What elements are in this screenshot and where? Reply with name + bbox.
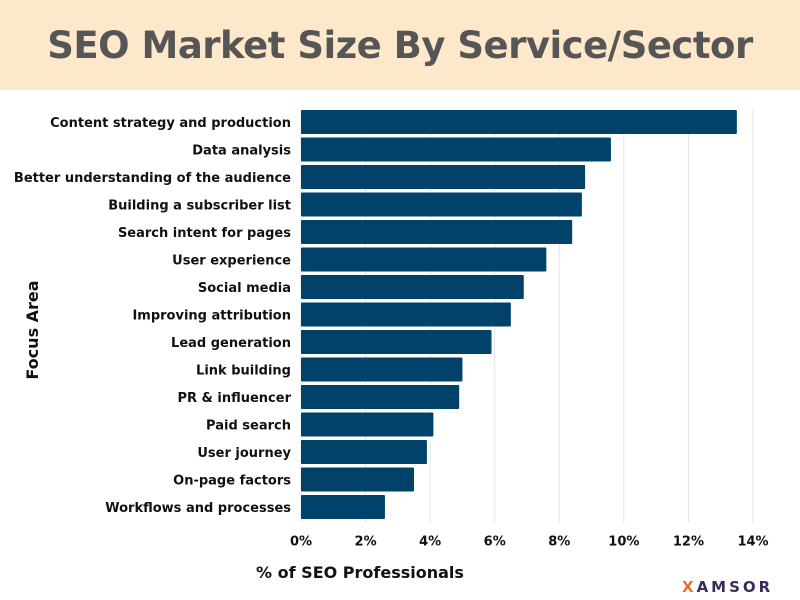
bar xyxy=(301,330,492,354)
bar xyxy=(301,357,463,382)
bar xyxy=(301,137,611,162)
category-label: Better understanding of the audience xyxy=(14,171,291,186)
category-label: Building a subscriber list xyxy=(108,199,291,214)
category-label: Workflows and processes xyxy=(105,501,291,516)
x-tick-label: 14% xyxy=(737,535,768,550)
x-tick-label: 6% xyxy=(484,535,506,550)
x-tick-label: 0% xyxy=(290,535,312,550)
bar xyxy=(301,247,547,272)
category-label: User experience xyxy=(172,254,291,269)
bar xyxy=(301,165,586,189)
bar xyxy=(301,467,414,492)
x-tick-label: 2% xyxy=(355,535,377,550)
bar xyxy=(301,110,737,134)
category-label: Search intent for pages xyxy=(118,226,291,241)
bar xyxy=(301,385,460,409)
category-label: Improving attribution xyxy=(132,309,291,324)
x-tick-labels: 0% 2% 4% 6% 8% 10% 12% 14% xyxy=(290,535,769,550)
chart-title: SEO Market Size By Service/Sector xyxy=(47,23,753,67)
title-band: SEO Market Size By Service/Sector xyxy=(0,0,800,90)
category-label: User journey xyxy=(197,446,291,461)
bar xyxy=(301,275,524,299)
bar xyxy=(301,412,434,437)
category-label: PR & influencer xyxy=(177,391,291,406)
bar xyxy=(301,440,427,464)
category-label: Link building xyxy=(196,364,291,379)
category-label: Lead generation xyxy=(171,336,291,351)
x-axis-label: % of SEO Professionals xyxy=(256,563,464,582)
x-tick-label: 10% xyxy=(608,535,639,550)
x-tick-label: 4% xyxy=(419,535,441,550)
x-tick-label: 8% xyxy=(548,535,570,550)
bar xyxy=(301,495,385,519)
y-axis-label: Focus Area xyxy=(23,280,42,379)
category-label: Content strategy and production xyxy=(50,116,291,131)
xamsor-logo: XAMSOR xyxy=(682,578,774,596)
bar xyxy=(301,302,511,327)
category-label: Paid search xyxy=(206,419,291,434)
category-label: Data analysis xyxy=(192,144,291,159)
bar xyxy=(301,192,582,217)
bars xyxy=(301,110,737,519)
x-tick-label: 12% xyxy=(673,535,704,550)
category-label: Social media xyxy=(198,281,291,296)
bar xyxy=(301,220,573,244)
category-labels: Content strategy and production Data anal… xyxy=(14,116,292,516)
category-label: On-page factors xyxy=(173,474,291,489)
